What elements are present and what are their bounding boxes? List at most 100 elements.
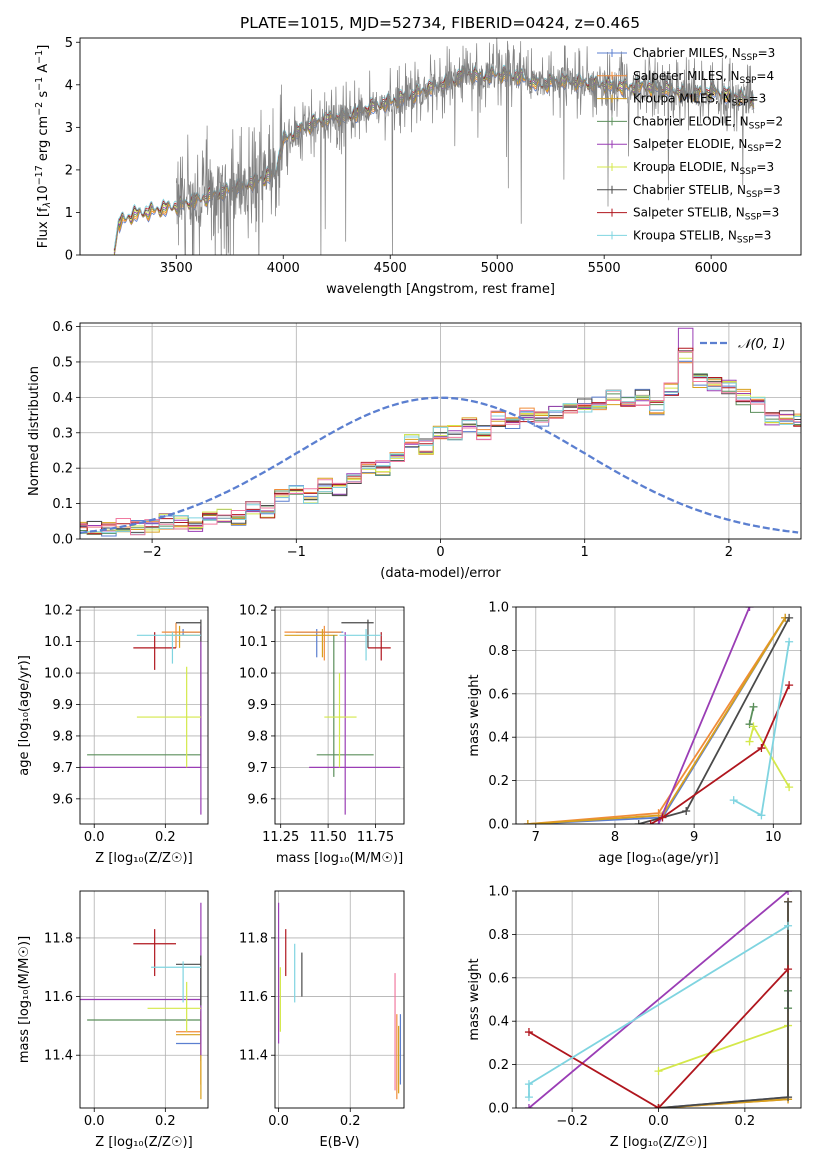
weight-line [650, 684, 790, 824]
legend-label: Salpeter MILES, NSSP=4 [633, 69, 774, 86]
axes-frame [515, 606, 802, 825]
y-tick-label: 0.4 [488, 731, 509, 746]
y-tick-label: 0.6 [488, 687, 509, 702]
y-tick-label: 10.1 [239, 635, 268, 650]
y-tick-label: 3 [65, 121, 73, 136]
legend-label-sub: SSP [747, 144, 764, 154]
y-axis-label: mass weight [467, 958, 482, 1040]
weight-point-marker [523, 820, 532, 824]
legend-label-sub: SSP [746, 190, 763, 200]
plot-area [524, 891, 793, 1108]
y-tick-label: 0.2 [488, 1058, 509, 1073]
weight-point-marker [524, 1093, 533, 1102]
x-tick-label: 11.50 [310, 830, 347, 845]
figure-title: PLATE=1015, MJD=52734, FIBERID=0424, z=0… [240, 14, 640, 32]
legend-label-n: =3 [758, 46, 776, 60]
axes-frame [274, 890, 405, 1109]
legend-label-n: =3 [749, 92, 767, 106]
weight-point-marker [785, 637, 794, 646]
axes-frame [79, 322, 802, 540]
axes-frame [79, 890, 209, 1109]
x-tick-label: 0.0 [268, 1114, 289, 1129]
x-tick-label: 4000 [267, 261, 300, 276]
x-tick-label: 5000 [481, 261, 514, 276]
y-tick-label: 10.2 [44, 604, 73, 619]
weight-point-marker [785, 783, 794, 792]
legend-label-text: Kroupa MILES, N [633, 92, 732, 106]
x-axis-label: Z [log₁₀(Z/Z☉)] [95, 851, 192, 866]
legend-label-sub: SSP [741, 53, 758, 63]
age-vs-mass-plot: 11.25 11.50 11.75 9.6 9.7 9.8 9.9 10.0 10.1 10.2 m… [239, 604, 405, 866]
x-tick-label: 5500 [588, 261, 621, 276]
legend-label-n: =3 [754, 228, 772, 242]
x-axis-label: (data-model)/error [380, 566, 501, 581]
legend-label: Kroupa ELODIE, NSSP=3 [633, 160, 774, 177]
y-tick-label: 10.0 [239, 667, 268, 682]
y-tick-label: 0.4 [52, 391, 73, 406]
y-tick-label: 9.7 [52, 761, 73, 776]
legend-label-text: Chabrier STELIB, N [633, 183, 746, 197]
legend-label-n: =2 [765, 114, 783, 128]
y-axis-label-part: A [36, 64, 51, 77]
y-tick-label: 9.6 [247, 792, 268, 807]
weight-point-marker [524, 1080, 533, 1089]
y-tick-label: 0.8 [488, 644, 509, 659]
x-tick-label: 9 [690, 830, 698, 845]
weight-line [748, 724, 790, 788]
gaussian-reference-line [80, 396, 799, 534]
legend-label: Chabrier MILES, NSSP=3 [633, 46, 775, 63]
y-tick-label: 4 [65, 78, 73, 93]
x-tick-label: 11.25 [262, 830, 299, 845]
x-tick-label: 0.0 [648, 1114, 669, 1129]
y-axis-label: mass [log₁₀(M/M☉)] [17, 936, 32, 1063]
legend-label-sub: SSP [737, 235, 754, 245]
weight-point-marker [784, 897, 793, 906]
weight-line [528, 891, 789, 1108]
weight-line [527, 617, 786, 824]
axes-frame [79, 606, 209, 825]
y-tick-label: 9.6 [52, 792, 73, 807]
y-tick-label: 9.9 [52, 698, 73, 713]
y-tick-label: 1 [65, 206, 73, 221]
y-axis-label-part: ] [36, 45, 51, 50]
y-axis-label-part: erg cm [36, 116, 51, 165]
y-tick-label: 0.6 [488, 971, 509, 986]
y-axis-label-part: −2 [34, 102, 45, 116]
y-tick-label: 0.2 [52, 462, 73, 477]
y-tick-label: 0 [65, 249, 73, 264]
y-tick-label: 1.0 [488, 601, 509, 616]
y-tick-label: 0.8 [488, 928, 509, 943]
x-axis-label: Z [log₁₀(Z/Z☉)] [610, 1135, 707, 1150]
legend-label-n: =3 [762, 206, 780, 220]
legend-label-text: Salpeter ELODIE, N [633, 137, 747, 151]
y-tick-label: 11.8 [44, 931, 73, 946]
legend-label-text: Chabrier ELODIE, N [633, 114, 749, 128]
histogram-step-line [80, 351, 801, 535]
x-axis-label: Z [log₁₀(Z/Z☉)] [95, 1135, 192, 1150]
x-tick-label: 0.0 [84, 830, 105, 845]
legend-label-text: Chabrier MILES, N [633, 46, 741, 60]
weight-point-marker [784, 965, 793, 974]
residual-histogram-plot: −2 −1 0 1 2 0.0 0.1 0.2 0.3 0.4 0.5 0.6 (data-model)… [27, 320, 802, 581]
plot-area [80, 619, 202, 815]
mass-vs-metallicity-plot: 0.0 0.2 11.4 11.6 11.8 Z [log₁₀(Z/Z☉)] mass [l… [17, 890, 209, 1150]
y-tick-label: 0.0 [488, 1102, 509, 1117]
y-tick-label: 0.0 [488, 818, 509, 833]
y-tick-label: 9.7 [247, 761, 268, 776]
y-tick-label: 11.4 [239, 1049, 268, 1064]
y-tick-label: 9.8 [52, 729, 73, 744]
weight-point-marker [654, 1104, 663, 1108]
legend-label-text: Kroupa ELODIE, N [633, 160, 740, 174]
legend-label: Salpeter ELODIE, NSSP=2 [633, 137, 782, 154]
legend-label-n: =2 [764, 137, 782, 151]
y-axis-label-part: −17 [34, 165, 45, 185]
x-axis-label: mass [log₁₀(M/M☉)] [276, 851, 403, 866]
x-tick-label: 3500 [160, 261, 193, 276]
legend-label-text: Kroupa STELIB, N [633, 228, 737, 242]
x-tick-label: 6000 [695, 261, 728, 276]
legend-label-n: =4 [756, 69, 774, 83]
plot-area [523, 607, 794, 824]
y-tick-label: 11.6 [239, 990, 268, 1005]
y-axis-label: Normed distribution [27, 366, 42, 496]
